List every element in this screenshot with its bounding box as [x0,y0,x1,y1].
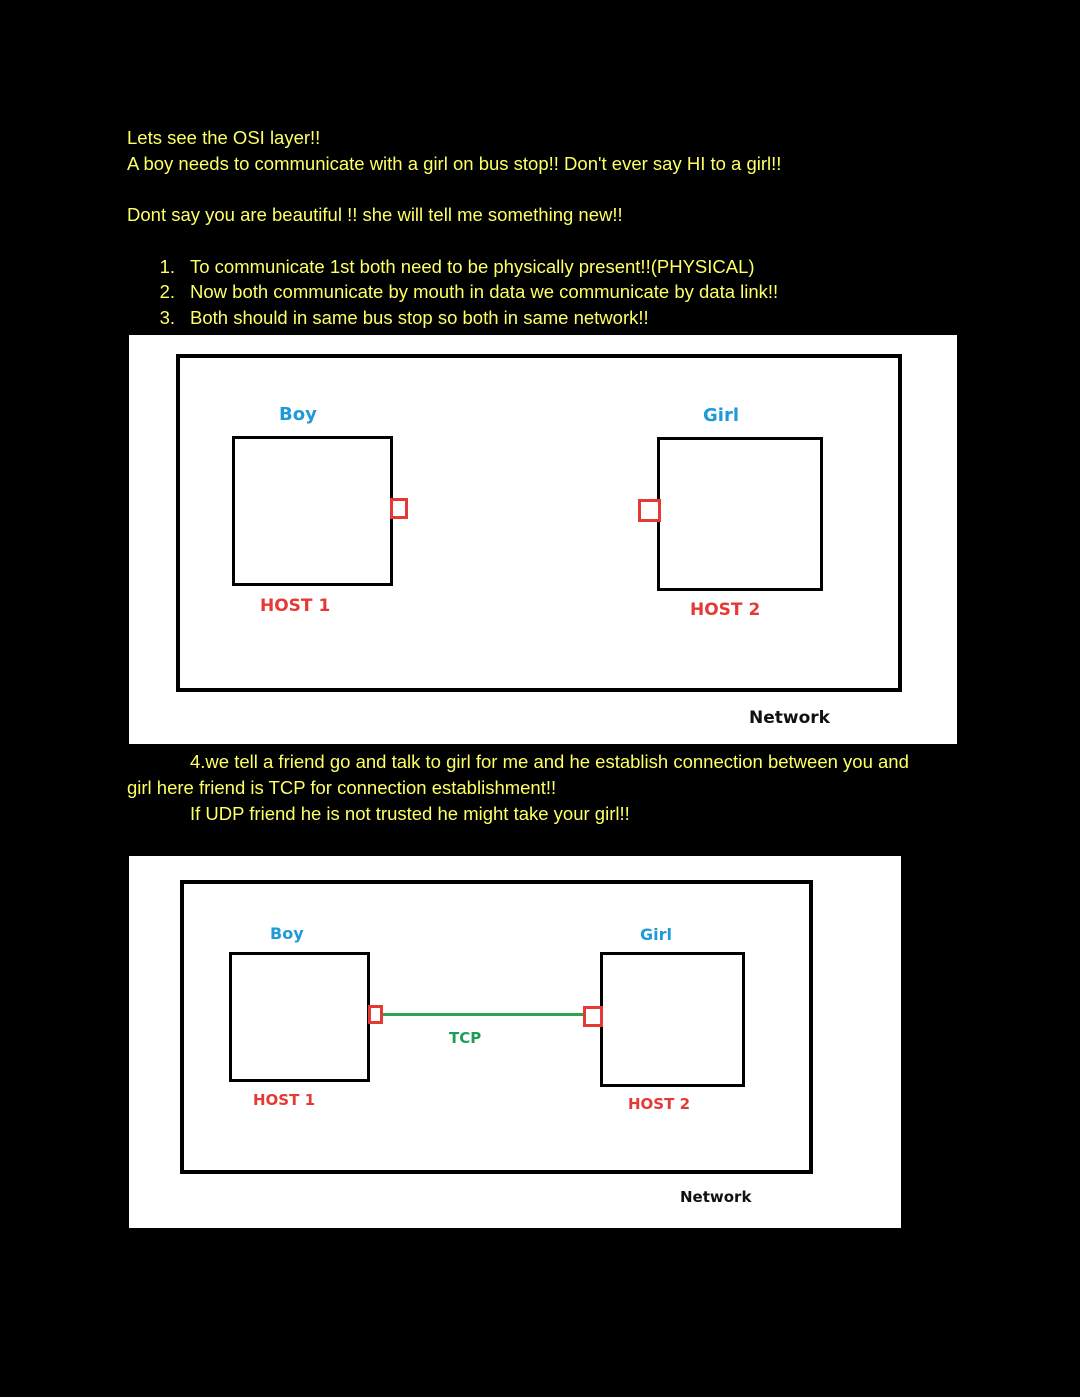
list-item-number: 3. [159,307,175,328]
para4-line-2: girl here friend is TCP for connection e… [127,777,557,798]
host-1-port [368,1005,383,1024]
network-label: Network [680,1188,752,1206]
girl-label: Girl [640,925,672,944]
host-1-label: HOST 1 [260,596,331,616]
host-2-box [657,437,823,591]
boy-label: Boy [270,924,304,943]
intro-line-3: Dont say you are beautiful !! she will t… [127,204,623,225]
list-item-text: Both should in same bus stop so both in … [190,307,649,328]
network-diagram-2: Boy HOST 1 TCP Girl HOST 2 Network [129,856,901,1228]
host-2-box [600,952,745,1087]
para4-line-3: If UDP friend he is not trusted he might… [190,803,630,824]
host-2-port [583,1006,603,1027]
list-item-text: Now both communicate by mouth in data we… [190,281,779,302]
host-1-port [390,498,408,519]
network-label: Network [749,708,830,728]
network-diagram-1: Boy HOST 1 Girl HOST 2 Network [129,335,957,744]
intro-line-2: A boy needs to communicate with a girl o… [127,153,782,174]
network-frame [176,354,902,692]
host-1-box [229,952,370,1082]
list-item-number: 2. [159,281,175,302]
host-2-label: HOST 2 [690,600,761,620]
para4-line-1: 4.we tell a friend go and talk to girl f… [190,751,909,772]
girl-label: Girl [703,405,739,426]
network-frame [180,880,813,1174]
tcp-label: TCP [449,1029,482,1047]
intro-line-1: Lets see the OSI layer!! [127,127,321,148]
list-item-text: To communicate 1st both need to be physi… [190,256,755,277]
tcp-connection-line [383,1013,584,1016]
boy-label: Boy [279,404,317,425]
host-2-port [638,499,661,522]
host-1-box [232,436,393,586]
list-item-number: 1. [159,256,175,277]
host-2-label: HOST 2 [628,1095,690,1113]
host-1-label: HOST 1 [253,1091,315,1109]
